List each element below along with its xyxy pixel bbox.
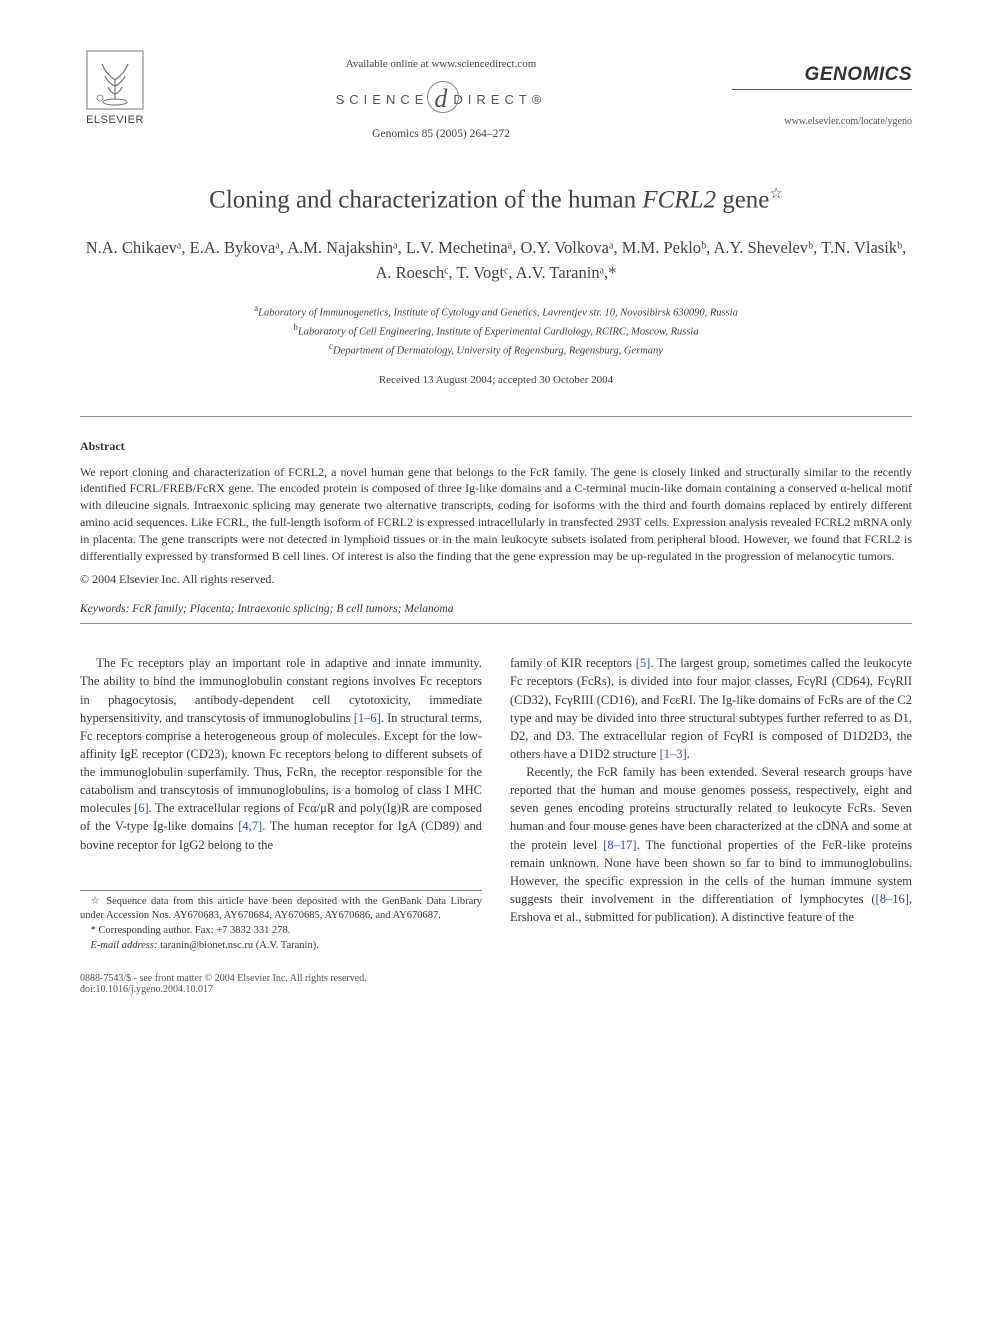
- citation-link[interactable]: [8–16]: [876, 892, 909, 906]
- citation-text: Genomics 85 (2005) 264–272: [150, 128, 732, 140]
- divider: [80, 416, 912, 417]
- title-pre: Cloning and characterization of the huma…: [209, 186, 642, 213]
- article-dates: Received 13 August 2004; accepted 30 Oct…: [80, 374, 912, 386]
- citation-link[interactable]: [5]: [636, 656, 651, 670]
- body-paragraph: The Fc receptors play an important role …: [80, 654, 482, 853]
- citation-link[interactable]: [4,7]: [238, 819, 262, 833]
- citation-link[interactable]: [1–3]: [660, 747, 687, 761]
- scidirect-d-icon: d: [432, 84, 449, 114]
- footer-issn: 0888-7543/$ - see front matter © 2004 El…: [80, 973, 912, 984]
- footnotes: ☆ Sequence data from this article have b…: [80, 890, 482, 954]
- scidirect-right: DIRECT®: [453, 92, 546, 107]
- available-online-text: Available online at www.sciencedirect.co…: [150, 58, 732, 70]
- affiliations: aLaboratory of Immunogenetics, Institute…: [80, 302, 912, 360]
- copyright-text: © 2004 Elsevier Inc. All rights reserved…: [80, 572, 912, 587]
- affil-b: bLaboratory of Cell Engineering, Institu…: [80, 321, 912, 340]
- citation-link[interactable]: [1–6]: [354, 711, 381, 725]
- divider: [80, 623, 912, 624]
- citation-link[interactable]: [6]: [134, 801, 149, 815]
- footer-doi: doi:10.1016/j.ygeno.2004.10.017: [80, 984, 912, 995]
- title-post: gene: [716, 186, 769, 213]
- journal-url: www.elsevier.com/locate/ygeno: [732, 116, 912, 127]
- keywords-label: Keywords:: [80, 603, 129, 615]
- abstract-heading: Abstract: [80, 439, 912, 454]
- header-center: Available online at www.sciencedirect.co…: [150, 50, 732, 140]
- publisher-name: ELSEVIER: [86, 114, 144, 126]
- keywords: Keywords: FcR family; Placenta; Intraexo…: [80, 603, 912, 615]
- article-body: The Fc receptors play an important role …: [80, 654, 912, 953]
- footnote-corresponding: * Corresponding author. Fax: +7 3832 331…: [80, 924, 482, 939]
- title-gene: FCRL2: [642, 186, 716, 213]
- footnote-sequence: ☆ Sequence data from this article have b…: [80, 895, 482, 924]
- article-title: Cloning and characterization of the huma…: [80, 184, 912, 214]
- page-header: ELSEVIER Available online at www.science…: [80, 50, 912, 140]
- title-footnote-mark: ☆: [769, 186, 782, 202]
- sciencedirect-logo: SCIENCE d DIRECT®: [150, 84, 732, 114]
- keywords-list: FcR family; Placenta; Intraexonic splici…: [129, 603, 453, 615]
- header-right: GENOMICS www.elsevier.com/locate/ygeno: [732, 50, 912, 127]
- journal-name: GENOMICS: [732, 64, 912, 90]
- footnote-email: E-mail address: taranin@bionet.nsc.ru (A…: [80, 939, 482, 954]
- author-list: N.A. Chikaevᵃ, E.A. Bykovaᵃ, A.M. Najaks…: [80, 236, 912, 286]
- abstract-text: We report cloning and characterization o…: [80, 464, 912, 565]
- body-paragraph: family of KIR receptors [5]. The largest…: [510, 654, 912, 763]
- affil-a: aLaboratory of Immunogenetics, Institute…: [80, 302, 912, 321]
- citation-link[interactable]: [8–17]: [603, 838, 636, 852]
- body-paragraph: Recently, the FcR family has been extend…: [510, 763, 912, 926]
- footer: 0888-7543/$ - see front matter © 2004 El…: [80, 973, 912, 995]
- publisher-logo: ELSEVIER: [80, 50, 150, 126]
- scidirect-left: SCIENCE: [336, 92, 429, 107]
- affil-c: cDepartment of Dermatology, University o…: [80, 340, 912, 359]
- elsevier-tree-icon: [86, 50, 144, 110]
